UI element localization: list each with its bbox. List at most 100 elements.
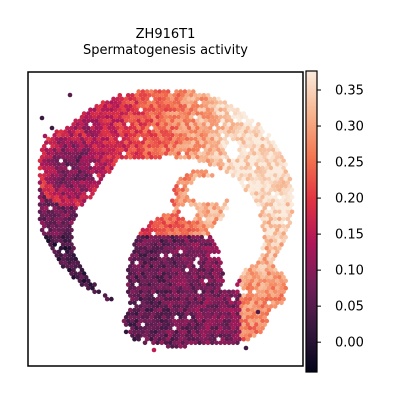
- spot: [174, 256, 179, 262]
- spot: [256, 180, 261, 185]
- spot: [56, 191, 62, 196]
- spot: [134, 245, 139, 251]
- spot: [180, 122, 186, 127]
- spot: [178, 278, 183, 284]
- spot: [170, 111, 175, 116]
- spot: [205, 216, 211, 222]
- spot: [140, 271, 146, 276]
- spot: [142, 325, 148, 331]
- spot: [214, 158, 219, 164]
- spot: [60, 147, 66, 153]
- spot: [193, 202, 198, 207]
- spot: [214, 304, 219, 309]
- spot: [182, 118, 188, 124]
- spot: [136, 154, 141, 160]
- spot: [195, 293, 200, 298]
- spot: [195, 133, 200, 138]
- spot: [149, 147, 154, 153]
- spot: [226, 165, 232, 171]
- spot: [195, 249, 200, 255]
- spot: [117, 143, 123, 149]
- spot: [218, 107, 223, 113]
- spot: [174, 242, 179, 247]
- spot: [184, 224, 190, 229]
- spot: [60, 169, 66, 174]
- spot: [67, 92, 73, 98]
- spot: [260, 318, 265, 324]
- spot: [170, 198, 175, 204]
- spot: [224, 103, 230, 109]
- spot: [144, 329, 150, 335]
- spot: [90, 191, 95, 196]
- spot: [121, 129, 127, 134]
- spot: [161, 249, 167, 255]
- spot: [75, 129, 81, 134]
- spot: [224, 336, 230, 342]
- spot: [220, 140, 225, 145]
- spot: [233, 125, 238, 131]
- spot: [186, 133, 192, 138]
- spot: [264, 253, 270, 258]
- spot: [174, 103, 179, 109]
- spot: [142, 318, 148, 324]
- spot: [264, 151, 270, 156]
- spot: [191, 111, 196, 116]
- spot: [193, 333, 198, 338]
- spot: [239, 114, 244, 120]
- spot: [283, 227, 289, 233]
- spot: [224, 198, 230, 204]
- spot: [86, 184, 91, 189]
- spot: [69, 176, 74, 182]
- spot: [60, 191, 66, 196]
- spot: [180, 296, 186, 302]
- spot: [264, 296, 270, 302]
- spot: [201, 304, 207, 309]
- spot: [178, 140, 183, 145]
- spot: [207, 220, 213, 225]
- spot: [146, 311, 152, 317]
- spot: [197, 253, 202, 258]
- spot: [178, 336, 183, 342]
- spot: [251, 333, 257, 338]
- spot: [186, 322, 192, 327]
- spot: [119, 103, 125, 109]
- spot: [151, 275, 156, 280]
- spot: [195, 169, 200, 174]
- spot: [144, 249, 150, 255]
- spot: [237, 176, 242, 182]
- spot: [239, 304, 244, 309]
- spot: [161, 213, 167, 218]
- spot: [260, 202, 265, 207]
- spot-layer: [37, 89, 295, 353]
- spot: [275, 278, 280, 284]
- spot: [237, 162, 242, 167]
- spot: [182, 293, 188, 298]
- spot: [201, 260, 207, 266]
- spot: [203, 322, 209, 327]
- spot: [170, 307, 175, 313]
- spot: [157, 300, 162, 306]
- spot: [245, 300, 251, 306]
- spot: [197, 333, 202, 338]
- spot: [201, 325, 207, 331]
- spot: [62, 209, 68, 215]
- spot: [94, 169, 99, 174]
- spot: [140, 300, 146, 306]
- spot: [277, 173, 282, 178]
- spot: [174, 227, 179, 233]
- spot: [262, 162, 268, 167]
- spot: [235, 289, 240, 295]
- spot: [260, 187, 265, 193]
- spot: [186, 264, 192, 269]
- spot: [245, 154, 251, 160]
- spot: [203, 307, 209, 313]
- spot: [155, 143, 160, 149]
- spot: [264, 238, 270, 244]
- spot: [44, 140, 49, 145]
- spot: [260, 296, 265, 302]
- spot: [123, 329, 129, 335]
- spot: [48, 213, 53, 218]
- spot: [249, 329, 255, 335]
- spot: [161, 118, 167, 124]
- spot: [209, 202, 215, 207]
